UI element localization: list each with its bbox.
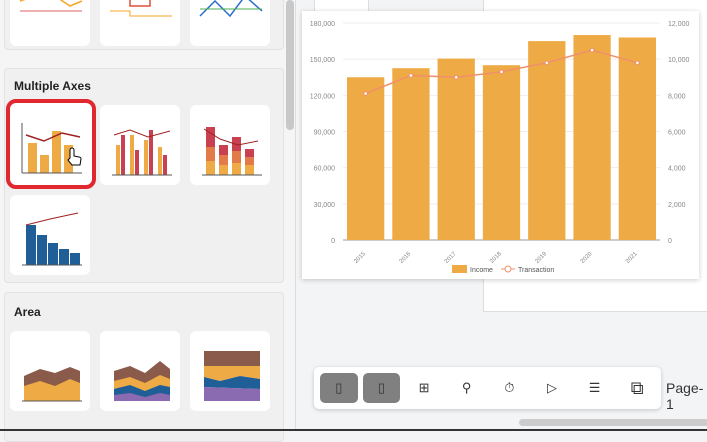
timer-button[interactable]: ⏱: [491, 373, 529, 403]
chart-widget[interactable]: 0 0 30,000 2,000 60,000 4,000 90,000 6,000 120,0…: [302, 11, 699, 279]
y-left-tick-label: 30,000: [314, 202, 336, 209]
search-button[interactable]: ⚲: [448, 373, 486, 403]
x-tick-label: 2015: [353, 251, 367, 265]
chart-thumb-stacked-bar-line[interactable]: [190, 105, 270, 185]
income-bar: [573, 35, 611, 240]
chart-thumb-line-2[interactable]: [100, 0, 180, 46]
income-bar: [437, 58, 475, 240]
widgets-add-icon: ⊞: [418, 380, 430, 395]
income-bar: [618, 37, 656, 240]
chart-group-line: [4, 0, 284, 50]
page-tab[interactable]: Page-1: [666, 380, 704, 412]
chart-thumb-line-3[interactable]: [190, 0, 270, 46]
income-bar: [392, 68, 430, 240]
chart-type-panel: Multiple Axes Area: [0, 0, 296, 442]
transaction-point: [453, 74, 459, 80]
x-tick-label: 2021: [625, 251, 639, 265]
y-right-tick-label: 12,000: [668, 21, 690, 28]
chart-group-multiple-axes: Multiple Axes: [4, 68, 284, 283]
x-tick-label: 2016: [399, 251, 413, 265]
chart-thumb-area-1[interactable]: [10, 331, 90, 411]
y-left-tick-label: 180,000: [310, 21, 335, 28]
search-icon: ⚲: [461, 380, 472, 395]
y-left-tick-label: 0: [331, 238, 335, 245]
chart-thumb-bar-line-blue[interactable]: [10, 195, 90, 275]
transaction-point: [499, 69, 504, 75]
income-bar: [347, 77, 385, 240]
legend-income-swatch: [452, 265, 467, 273]
legend-transaction-label: Transaction: [518, 267, 554, 274]
divider: [0, 429, 707, 431]
transaction-point: [408, 73, 414, 78]
group-title: Multiple Axes: [14, 79, 91, 93]
panel-right-toggle-button[interactable]: ▯: [362, 373, 401, 403]
x-tick-label: 2017: [444, 251, 458, 265]
design-canvas: 0 0 30,000 2,000 60,000 4,000 90,000 6,000 120,0…: [300, 0, 707, 431]
chart-thumb-multi-bar-line[interactable]: [100, 105, 180, 185]
y-left-tick-label: 150,000: [310, 57, 335, 64]
stopwatch-icon: ⏱: [504, 380, 515, 395]
y-right-tick-label: 6,000: [668, 130, 686, 137]
x-tick-label: 2020: [580, 251, 594, 265]
transaction-point: [363, 91, 368, 96]
y-right-tick-label: 0: [668, 238, 672, 245]
video-button[interactable]: ▷: [533, 373, 571, 403]
layers-button[interactable]: ⧉: [618, 373, 656, 403]
y-left-tick-label: 90,000: [314, 130, 336, 137]
chart-thumb-bar-line-multi-axes[interactable]: [6, 99, 96, 189]
comments-button[interactable]: ☰: [576, 373, 614, 403]
chart-group-area: Area: [4, 292, 284, 442]
chart-thumb-area-2[interactable]: [100, 331, 180, 411]
transaction-point: [635, 60, 640, 66]
chart-thumb-area-3[interactable]: [190, 331, 270, 411]
group-title: Area: [14, 305, 41, 319]
chart-thumb-line-1[interactable]: [10, 0, 90, 46]
properties-icon: ▯: [377, 380, 386, 395]
panel-left-toggle-button[interactable]: ▯: [320, 373, 358, 403]
add-widget-button[interactable]: ⊞: [405, 373, 443, 403]
y-right-tick-label: 2,000: [668, 202, 686, 209]
transaction-point: [589, 47, 595, 53]
income-bar: [482, 65, 521, 240]
bottom-toolbar: ▯ ▯ ⊞ ⚲ ⏱ ▷ ☰ ⧉: [314, 367, 661, 409]
y-left-tick-label: 60,000: [314, 166, 336, 173]
layers-icon: ⧉: [630, 377, 644, 398]
video-icon: ▷: [546, 380, 557, 395]
income-transaction-chart: 0 0 30,000 2,000 60,000 4,000 90,000 6,000 120,0…: [310, 21, 690, 274]
y-left-tick-label: 120,000: [310, 93, 335, 100]
comment-icon: ☰: [588, 380, 601, 395]
transaction-point: [544, 60, 550, 66]
sidebar-scrollbar[interactable]: [286, 0, 294, 130]
y-right-tick-label: 4,000: [668, 166, 686, 173]
sidebar-icon: ▯: [335, 380, 343, 395]
x-tick-label: 2018: [489, 251, 503, 265]
legend-transaction-marker: [504, 265, 512, 273]
horizontal-scrollbar[interactable]: [519, 419, 707, 426]
x-tick-label: 2019: [535, 251, 549, 265]
income-bar: [528, 41, 566, 240]
legend-income-label: Income: [470, 267, 493, 274]
y-right-tick-label: 10,000: [668, 57, 690, 64]
y-right-tick-label: 8,000: [668, 93, 686, 100]
